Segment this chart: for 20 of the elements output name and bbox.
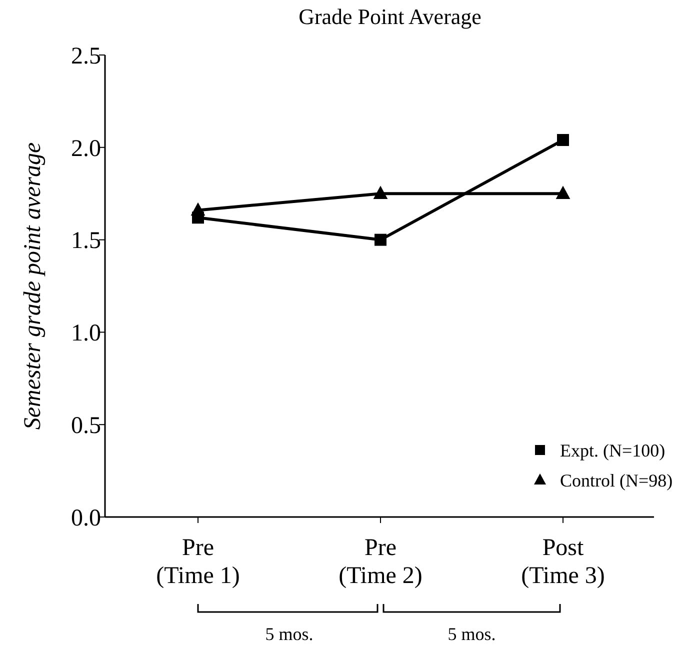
point (373, 186, 388, 199)
text: 5 mos. (265, 624, 314, 644)
point (374, 234, 386, 246)
point (557, 134, 569, 146)
y-tick-label: 2.0 (71, 136, 101, 162)
y-tick-label: 0.0 (71, 505, 101, 532)
chart-title: Grade Point Average (298, 4, 482, 29)
legend-label: Control (N=98) (560, 470, 673, 490)
point (190, 202, 206, 216)
text: 5 mos. (448, 624, 496, 644)
x-tick-label: Pre (Time 2) (338, 535, 422, 589)
y-tick-label: 2.5 (71, 43, 101, 70)
legend-label: Expt. (N=100) (560, 440, 666, 460)
y-tick-label: 0.5 (71, 413, 101, 439)
y-tick-label: 1.0 (71, 320, 101, 347)
x-tick-label: Pre (Time 1) (156, 535, 240, 589)
x-tick-label: Post (Time 3) (521, 535, 605, 589)
point (556, 186, 570, 199)
y-tick-label: 1.5 (71, 228, 101, 254)
y-axis-title: Semester grade point average (20, 142, 46, 430)
